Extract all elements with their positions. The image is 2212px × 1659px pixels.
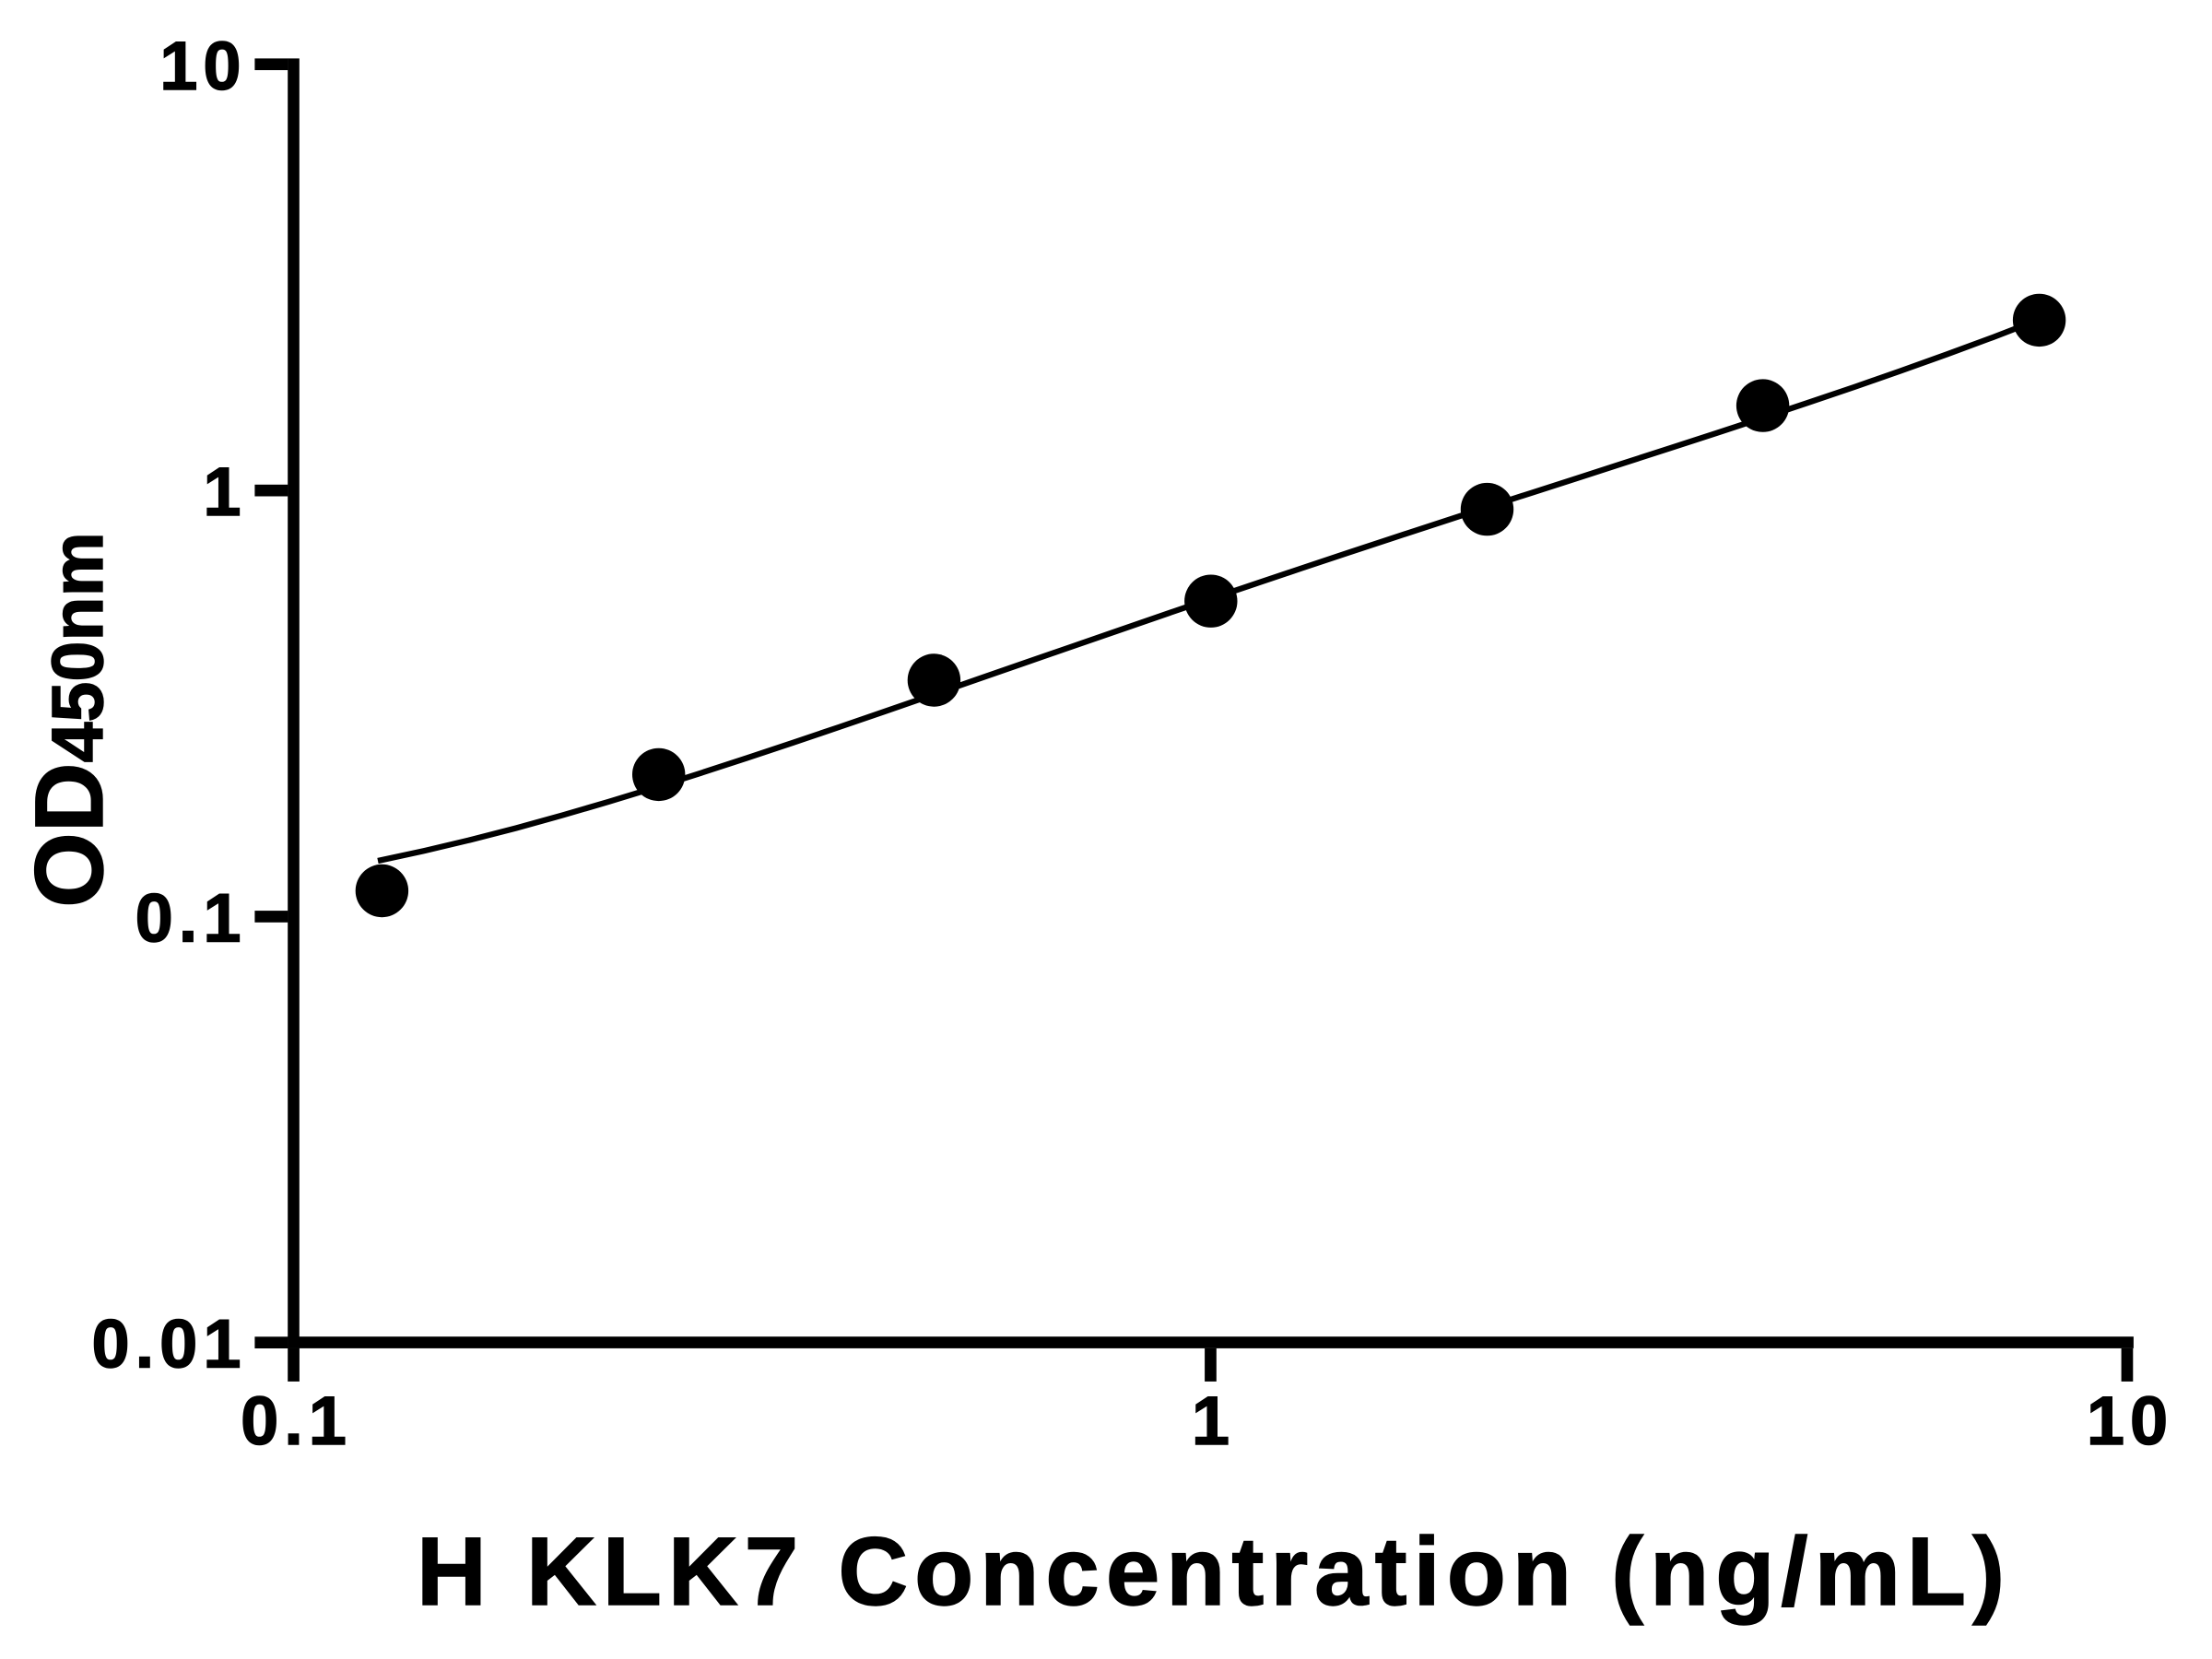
svg-text:10: 10: [2087, 1382, 2173, 1459]
svg-text:0.01: 0.01: [91, 1306, 246, 1382]
svg-text:0.1: 0.1: [135, 879, 247, 956]
svg-text:OD450nm: OD450nm: [16, 532, 124, 908]
svg-text:10: 10: [159, 28, 246, 104]
svg-text:1: 1: [203, 453, 246, 530]
svg-text:1: 1: [1192, 1382, 1235, 1459]
svg-text:0.1: 0.1: [241, 1382, 352, 1459]
svg-text:H KLK7 Concentration (ng/mL): H KLK7 Concentration (ng/mL): [417, 1518, 2011, 1626]
